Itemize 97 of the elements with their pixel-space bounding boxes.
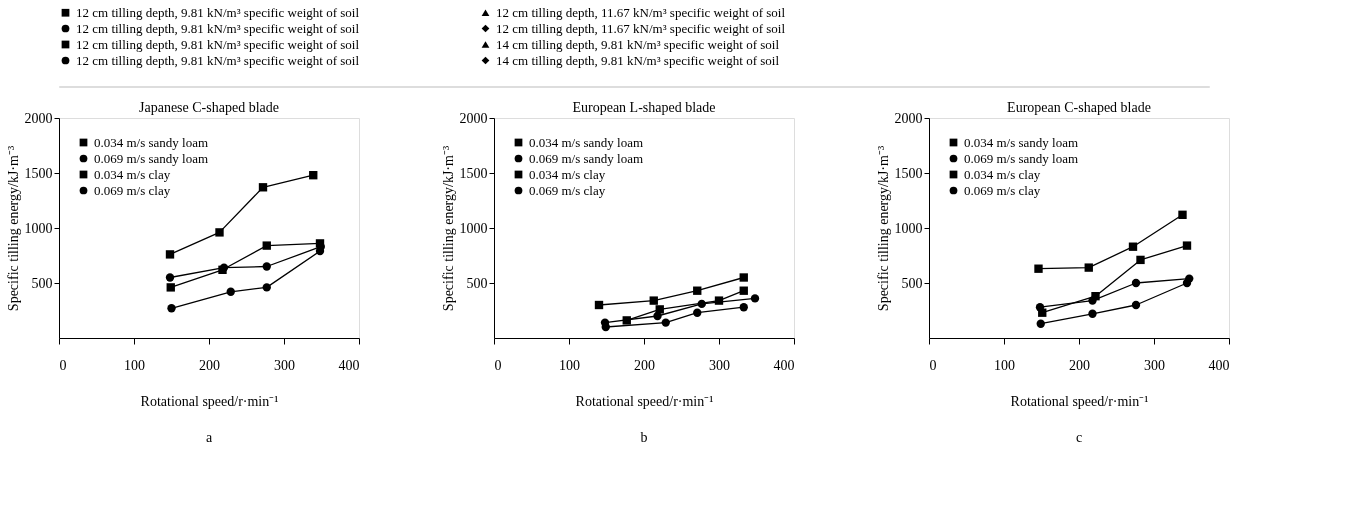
point [262,283,271,292]
point [167,304,176,313]
x-axis-title: Rotational speed/r·min⁻¹ [1010,393,1149,409]
point [622,316,631,325]
x-tick-label: 200 [634,357,655,373]
legend-label: 0.069 m/s clay [94,182,171,198]
point [165,250,175,259]
legend-label: 12 cm tilling depth, 9.81 kN/m³ specific weight of soil [76,36,360,52]
point [693,308,702,317]
legend-label: 0.034 m/s clay [94,166,171,182]
point [714,296,724,305]
point [166,283,175,292]
chart-title: European L-shaped blade [572,100,716,115]
point [594,300,604,310]
chart-title: European C-shaped blade [1007,100,1151,115]
y-tick-label: 500 [466,275,488,291]
point [739,303,748,312]
point [1088,296,1097,305]
legend-label: 12 cm tilling depth, 11.67 kN/m³ specific weight of soil [496,20,786,36]
x-tick-label: 200 [199,357,220,373]
point [1182,241,1192,250]
point [258,183,268,192]
legend-label: 0.069 m/s sandy loam [94,150,209,166]
x-tick-label: 200 [1069,357,1090,373]
legend-label: 12 cm tilling depth, 9.81 kN/m³ specific weight of soil [76,20,360,36]
y-axis-title: Specific tilling energy/kJ·m⁻³ [875,145,891,312]
x-tick-label: 300 [274,357,295,373]
text: c [1075,430,1083,445]
y-tick-label: 1000 [894,220,923,236]
x-tick-label: 0 [494,357,502,373]
point [262,262,271,271]
point [600,318,610,327]
point [1178,210,1187,219]
point [739,286,748,295]
x-tick-label: 0 [59,357,67,373]
y-tick-label: 500 [901,275,923,291]
legend-label: 0.034 m/s sandy loam [94,134,209,150]
text: a [205,430,213,445]
point [1088,309,1097,318]
x-tick-label: 0 [929,357,937,373]
legend-label: 14 cm tilling depth, 9.81 kN/m³ specific weight of soil [496,36,780,52]
legend-label: 14 cm tilling depth, 9.81 kN/m³ specific weight of soil [496,52,780,68]
chart-title: Japanese C-shaped blade [139,100,279,115]
point [1035,303,1045,312]
legend-label: 0.069 m/s sandy loam [529,150,644,166]
point [649,296,658,305]
point [1185,274,1194,283]
y-tick-label: 2000 [894,110,923,126]
legend-label: 0.069 m/s clay [529,182,606,198]
point [1131,278,1141,288]
y-tick-label: 1500 [24,165,53,181]
x-tick-label: 300 [1144,357,1165,373]
y-tick-label: 1500 [894,165,923,181]
y-axis-title: Specific tilling energy/kJ·m⁻³ [440,145,456,312]
y-tick-label: 2000 [459,110,488,126]
x-tick-label: 100 [124,357,145,373]
point [226,287,235,296]
y-tick-label: 1500 [459,165,488,181]
point [215,228,224,237]
x-tick-label: 100 [559,357,580,373]
legend-label: 0.069 m/s sandy loam [964,150,1079,166]
point [262,241,271,250]
y-axis-title: Specific tilling energy/kJ·m⁻³ [5,145,21,312]
point [697,299,706,309]
legend-label: 0.034 m/s clay [964,166,1041,182]
legend-label: 0.069 m/s clay [964,182,1041,198]
point [661,318,670,327]
point [309,171,318,180]
x-axis-title: Rotational speed/r·min⁻¹ [575,393,714,409]
point [1131,300,1141,310]
legend-label: 12 cm tilling depth, 11.67 kN/m³ specific weight of soil [496,4,786,20]
y-tick-label: 1000 [459,220,488,236]
point [750,294,760,303]
point [739,273,748,282]
point [693,286,702,295]
point [1084,263,1093,272]
text: b [640,430,648,445]
x-tick-label: 400 [1208,357,1230,373]
point [1036,319,1045,328]
y-tick-label: 500 [31,275,53,291]
legend-label: 0.034 m/s clay [529,166,606,182]
x-tick-label: 300 [709,357,730,373]
legend-label: 0.034 m/s sandy loam [964,134,1079,150]
x-axis-title: Rotational speed/r·min⁻¹ [140,393,279,409]
x-tick-label: 400 [338,357,360,373]
point [1128,242,1138,251]
legend-label: 0.034 m/s sandy loam [529,134,644,150]
point [1136,255,1145,265]
x-tick-label: 100 [994,357,1015,373]
legend-label: 12 cm tilling depth, 9.81 kN/m³ specific weight of soil [76,4,360,20]
y-tick-label: 1000 [24,220,53,236]
x-tick-label: 400 [773,357,795,373]
point [1034,264,1043,273]
point [653,311,662,321]
point [165,273,175,282]
legend-label: 12 cm tilling depth, 9.81 kN/m³ specific weight of soil [76,52,360,68]
y-tick-label: 2000 [24,110,53,126]
